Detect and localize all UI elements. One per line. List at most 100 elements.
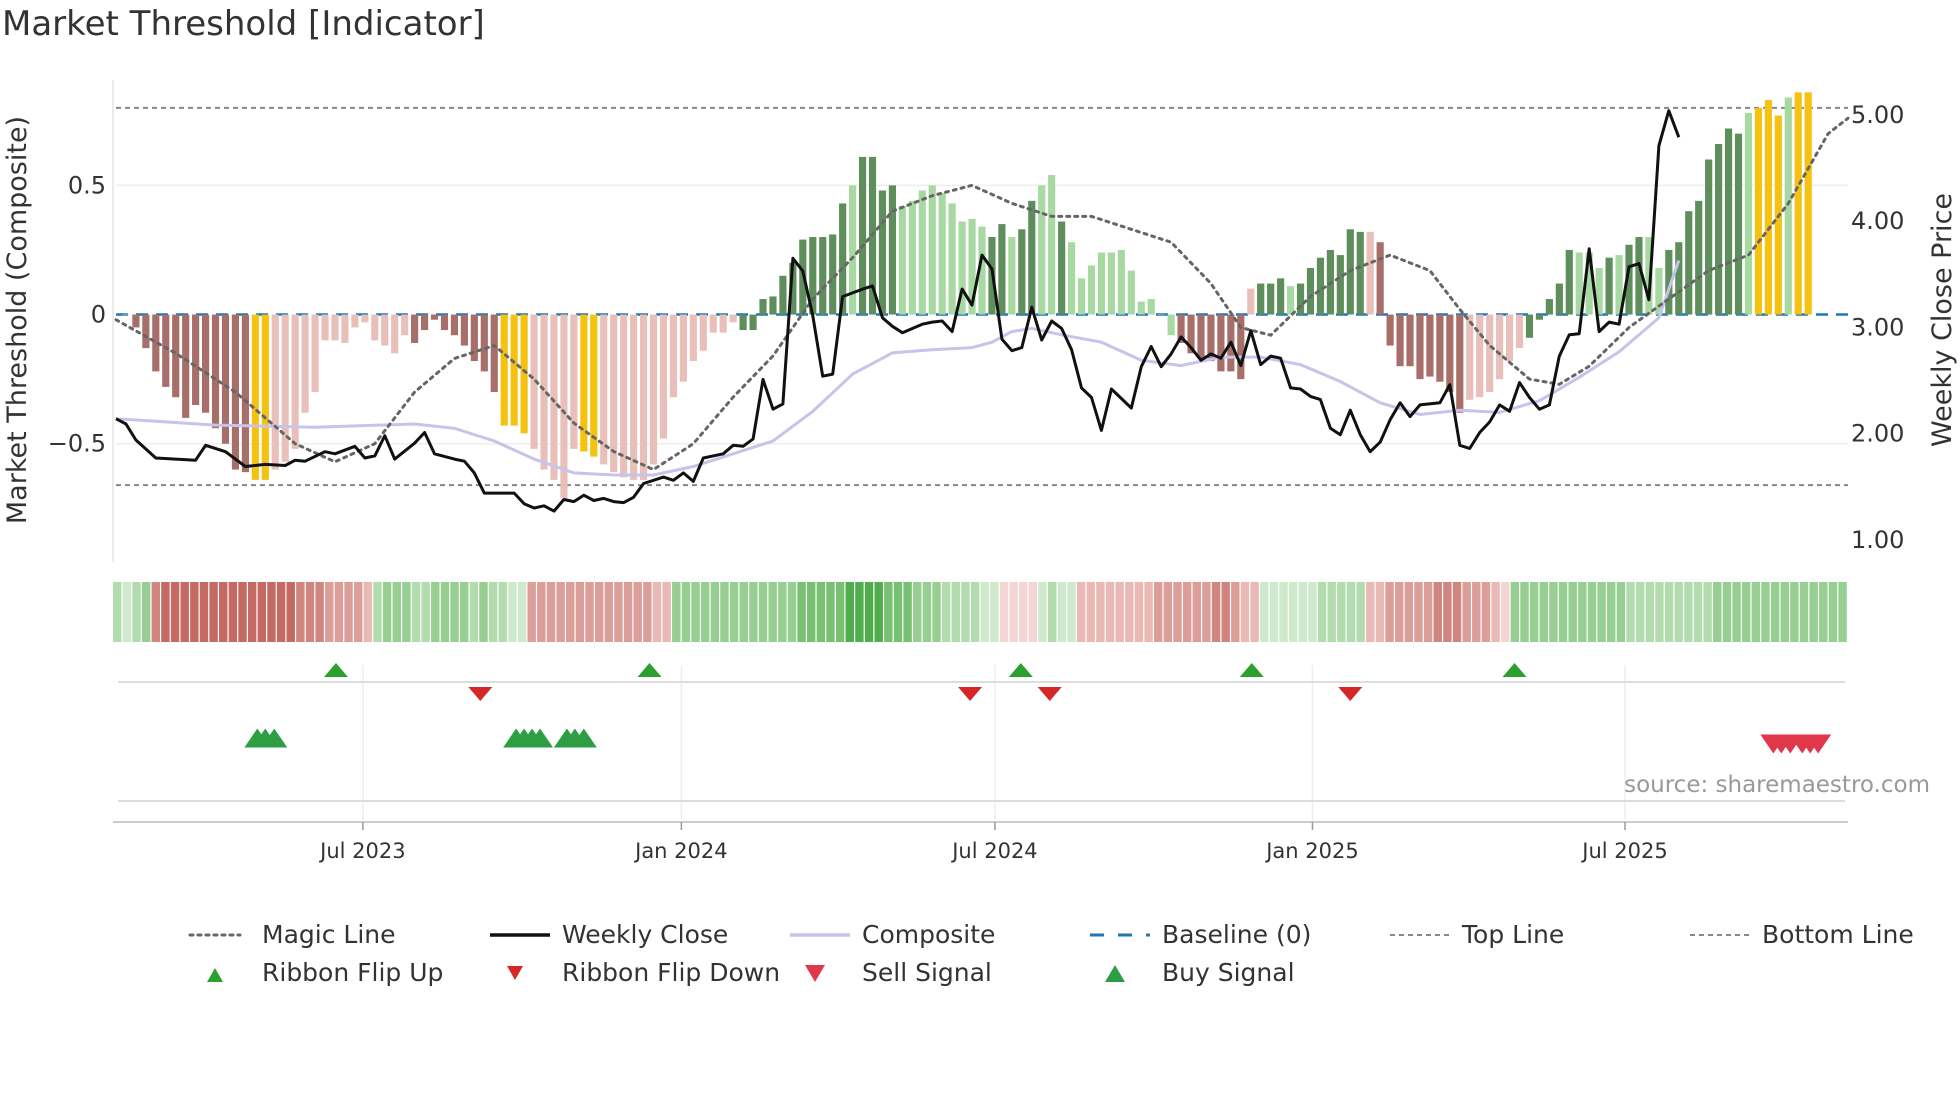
composite-bar bbox=[142, 314, 150, 349]
ribbon-cell bbox=[845, 582, 854, 642]
composite-bar bbox=[1466, 314, 1474, 400]
composite-bar bbox=[1207, 314, 1215, 362]
x-tick-label: Jan 2025 bbox=[1264, 839, 1359, 863]
composite-bar bbox=[371, 314, 379, 341]
composite-bar bbox=[1446, 314, 1454, 393]
composite-bar bbox=[1615, 255, 1623, 315]
right-tick-label: 5.00 bbox=[1851, 101, 1904, 129]
ribbon-cell bbox=[1597, 582, 1606, 642]
composite-bar bbox=[470, 314, 478, 362]
composite-bar bbox=[1296, 283, 1305, 315]
composite-bar bbox=[968, 218, 976, 315]
composite-bar bbox=[261, 314, 269, 480]
ribbon-cell bbox=[1684, 582, 1693, 642]
composite-bar bbox=[401, 314, 409, 336]
composite-bar bbox=[281, 314, 289, 462]
ribbon-cell bbox=[1192, 582, 1201, 642]
composite-bar bbox=[679, 314, 687, 382]
composite-bar bbox=[152, 314, 160, 372]
ribbon-cell bbox=[893, 582, 903, 642]
right-tick-label: 4.00 bbox=[1851, 207, 1904, 235]
ribbon-cell bbox=[566, 582, 575, 642]
ribbon-cell bbox=[672, 582, 681, 642]
composite-bar bbox=[1217, 314, 1225, 372]
composite-bar bbox=[689, 314, 697, 362]
composite-bar bbox=[1386, 314, 1394, 346]
ribbon-cell bbox=[228, 582, 238, 642]
legend-entry: Weekly Close bbox=[480, 920, 728, 949]
left-tick-label: −0.5 bbox=[48, 430, 106, 458]
ribbon-cell bbox=[1433, 582, 1442, 642]
composite-bar bbox=[1187, 314, 1195, 354]
composite-bar bbox=[192, 314, 200, 405]
legend-entry: Top Line bbox=[1380, 920, 1564, 949]
composite-bar bbox=[1695, 200, 1703, 315]
composite-bar bbox=[1764, 100, 1772, 315]
composite-bar bbox=[1675, 242, 1683, 315]
composite-bar bbox=[351, 314, 359, 328]
grid bbox=[116, 184, 1848, 820]
legend-label: Ribbon Flip Down bbox=[562, 958, 781, 987]
composite-bar bbox=[221, 314, 230, 444]
composite-bar bbox=[819, 237, 827, 315]
composite-bar bbox=[630, 314, 638, 480]
ribbon-cell bbox=[1472, 582, 1481, 642]
ribbon-cell bbox=[1693, 582, 1703, 642]
composite-bar bbox=[1087, 265, 1096, 315]
composite-bar bbox=[1356, 231, 1364, 315]
ribbon-cell bbox=[758, 582, 768, 642]
ribbon-cell bbox=[305, 582, 315, 642]
composite-line bbox=[115, 260, 1681, 477]
composite-bar bbox=[520, 314, 528, 434]
ribbon-cell bbox=[1732, 582, 1741, 642]
ribbon-cell bbox=[922, 582, 932, 642]
ribbon-cell bbox=[797, 582, 806, 642]
ribbon-cell bbox=[1761, 582, 1770, 642]
x-tick-label: Jul 2023 bbox=[318, 839, 405, 863]
ribbon-cell bbox=[1568, 582, 1577, 642]
ribbon-cell bbox=[1404, 582, 1414, 642]
ribbon-cell bbox=[903, 582, 912, 642]
ribbon-cell bbox=[1105, 582, 1115, 642]
composite-bar bbox=[789, 262, 797, 315]
legend-swatch bbox=[507, 965, 523, 980]
weekly-close-line bbox=[115, 109, 1681, 513]
composite-bar bbox=[610, 314, 618, 473]
legend-entry: Baseline (0) bbox=[1080, 920, 1311, 949]
ribbon-cell bbox=[1375, 582, 1385, 642]
ribbon-cell bbox=[1269, 582, 1279, 642]
ribbon-cell bbox=[517, 582, 527, 642]
composite-bar bbox=[1147, 299, 1155, 315]
ribbon-cell bbox=[1828, 582, 1838, 642]
composite-bar bbox=[1416, 314, 1424, 380]
ribbon-cell bbox=[1751, 582, 1761, 642]
legend-entry: Bottom Line bbox=[1680, 920, 1914, 949]
composite-bar bbox=[1585, 252, 1593, 315]
legend-label: Sell Signal bbox=[862, 958, 992, 987]
composite-bar bbox=[1505, 314, 1514, 362]
composite-bar bbox=[829, 234, 837, 315]
ribbon-flip-up-marker bbox=[637, 663, 662, 677]
legend-label: Bottom Line bbox=[1762, 920, 1914, 949]
composite-bar bbox=[659, 314, 668, 439]
composite-bar bbox=[948, 203, 956, 315]
composite-bars bbox=[122, 92, 1812, 498]
composite-bar bbox=[1406, 314, 1414, 367]
composite-bar bbox=[1645, 237, 1653, 315]
x-tick-label: Jan 2024 bbox=[633, 839, 728, 863]
ribbon-cell bbox=[132, 582, 141, 642]
ribbon-cell bbox=[344, 582, 353, 642]
legend-label: Magic Line bbox=[262, 920, 396, 949]
ribbon-cell bbox=[1154, 582, 1163, 642]
ribbon-cell bbox=[353, 582, 363, 642]
ribbon-cell bbox=[286, 582, 295, 642]
composite-bar bbox=[1137, 301, 1145, 315]
right-tick-label: 1.00 bbox=[1851, 526, 1904, 554]
ribbon-cell bbox=[257, 582, 267, 642]
legend-entry: Ribbon Flip Up bbox=[180, 958, 443, 987]
ribbon-cell bbox=[1356, 582, 1365, 642]
ribbon-cell bbox=[980, 582, 989, 642]
ribbon-cell bbox=[508, 582, 517, 642]
ribbon-cell bbox=[382, 582, 392, 642]
composite-bar bbox=[391, 314, 399, 354]
